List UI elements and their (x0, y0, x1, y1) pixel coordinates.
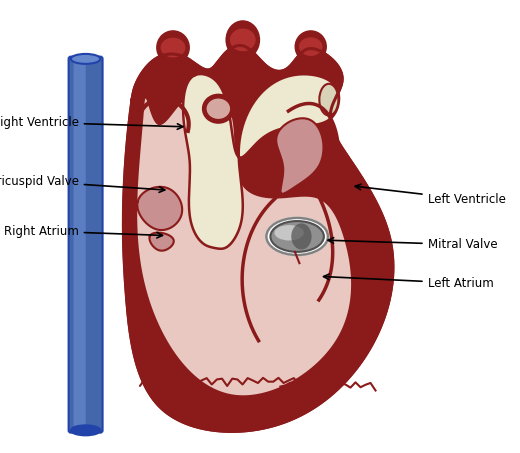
Ellipse shape (71, 54, 100, 64)
Text: Tricuspid Valve: Tricuspid Valve (0, 175, 165, 193)
Polygon shape (137, 93, 351, 395)
Ellipse shape (157, 31, 189, 64)
Ellipse shape (275, 225, 304, 241)
Ellipse shape (291, 223, 311, 250)
Ellipse shape (270, 221, 324, 252)
Ellipse shape (71, 425, 100, 435)
Text: Mitral Valve: Mitral Valve (328, 238, 497, 251)
Ellipse shape (319, 84, 339, 116)
Polygon shape (123, 45, 393, 431)
Text: Left Ventricle: Left Ventricle (355, 184, 505, 206)
Ellipse shape (206, 98, 231, 120)
Ellipse shape (227, 21, 259, 58)
Ellipse shape (203, 95, 233, 123)
Ellipse shape (295, 31, 326, 62)
FancyBboxPatch shape (74, 63, 86, 427)
FancyBboxPatch shape (69, 57, 102, 433)
Polygon shape (183, 74, 339, 249)
Ellipse shape (298, 37, 323, 57)
Polygon shape (149, 233, 174, 251)
Text: Right Ventricle: Right Ventricle (0, 116, 183, 129)
Polygon shape (137, 187, 182, 230)
Ellipse shape (229, 28, 256, 52)
Text: Right Atrium: Right Atrium (4, 225, 162, 238)
Polygon shape (276, 118, 323, 194)
Ellipse shape (266, 218, 328, 255)
Text: Left Atrium: Left Atrium (323, 274, 493, 289)
Ellipse shape (160, 37, 186, 58)
